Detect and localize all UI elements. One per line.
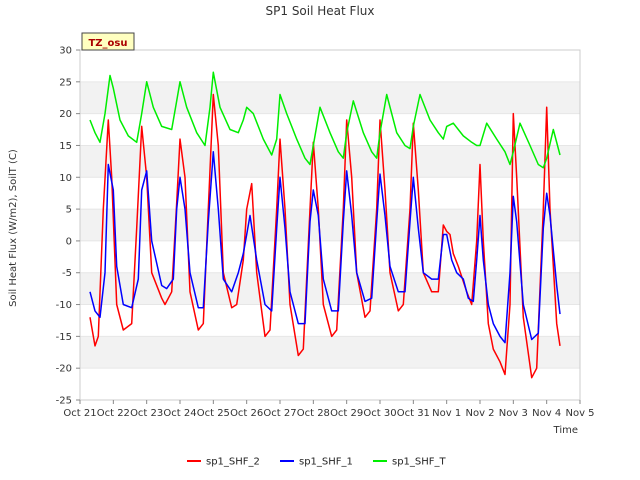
- badge-box: [81, 32, 135, 51]
- x-tick-label: Oct 25: [197, 408, 230, 419]
- legend: sp1_SHF_2 sp1_SHF_1 sp1_SHF_T: [187, 457, 447, 468]
- y-tick-label: 20: [59, 109, 72, 120]
- y-tick-label: 25: [59, 77, 72, 88]
- plot-band: [80, 177, 580, 210]
- y-axis-label: Soil Heat Flux (W/m2), SoilT (C): [8, 149, 19, 307]
- x-tick-label: Nov 2: [465, 408, 494, 419]
- y-tick-label: 15: [59, 141, 72, 152]
- series-line-sp1_SHF_T: [89, 71, 561, 169]
- plot-band: [80, 113, 580, 146]
- y-tick-label: -15: [56, 332, 72, 343]
- plot-band: [80, 209, 580, 241]
- y-axis-ticks: -25 -20 -15 -10 -5 0 5 10 15 20 25 30: [56, 46, 80, 407]
- chart-title: SP1 Soil Heat Flux: [266, 4, 375, 18]
- plot-frame: [79, 49, 581, 401]
- series-line-sp1_SHF_1: [89, 151, 561, 344]
- legend-label: sp1_SHF_2: [206, 457, 260, 468]
- station-badge: TZ_osu: [81, 32, 135, 51]
- plot-band: [80, 240, 580, 273]
- x-tick-label: Oct 26: [230, 408, 263, 419]
- legend-label: sp1_SHF_T: [392, 457, 447, 468]
- x-tick-label: Oct 23: [130, 408, 163, 419]
- x-tick-label: Nov 3: [499, 408, 528, 419]
- y-tick-label: -5: [62, 268, 72, 279]
- plot-band: [80, 145, 580, 178]
- y-tick-label: -25: [56, 396, 72, 407]
- x-tick-label: Nov 4: [532, 408, 561, 419]
- y-tick-label: -10: [56, 300, 72, 311]
- y-tick-label: 5: [66, 205, 72, 216]
- x-tick-label: Oct 29: [330, 408, 363, 419]
- plot-band: [80, 81, 580, 114]
- legend-label: sp1_SHF_1: [299, 457, 353, 468]
- x-axis-ticks: Oct 21 Oct 22 Oct 23 Oct 24 Oct 25 Oct 26 Oct …: [63, 400, 595, 419]
- y-tick-label: 0: [66, 236, 72, 247]
- x-axis-label: Time: [553, 425, 578, 436]
- x-tick-label: Nov 5: [565, 408, 594, 419]
- series-lines: [89, 71, 561, 379]
- x-tick-label: Oct 28: [297, 408, 330, 419]
- plot-band: [80, 272, 580, 305]
- plot-band: [80, 368, 580, 400]
- x-tick-label: Oct 31: [397, 408, 430, 419]
- x-tick-label: Oct 21: [63, 408, 96, 419]
- y-tick-label: -20: [56, 364, 72, 375]
- plot-bands: [80, 49, 580, 401]
- plot-band: [80, 336, 580, 369]
- x-tick-label: Oct 24: [163, 408, 196, 419]
- badge-label: TZ_osu: [88, 38, 127, 49]
- x-tick-label: Oct 22: [97, 408, 130, 419]
- y-tick-label: 30: [59, 46, 72, 57]
- x-tick-label: Nov 1: [432, 408, 461, 419]
- x-tick-label: Oct 30: [363, 408, 396, 419]
- plot-band: [80, 50, 580, 82]
- y-tick-label: 10: [59, 173, 72, 184]
- x-tick-label: Oct 27: [263, 408, 296, 419]
